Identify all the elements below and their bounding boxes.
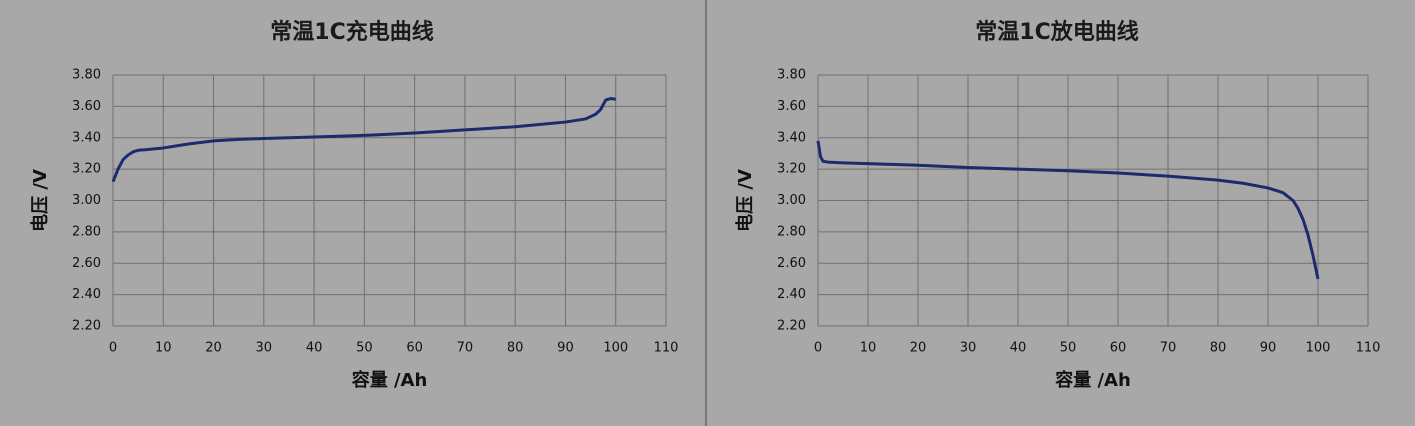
x-tick-label: 30 [960, 341, 977, 356]
x-tick-label: 80 [507, 341, 524, 356]
x-tick-label: 110 [654, 341, 679, 356]
y-tick-label: 3.60 [72, 99, 101, 114]
y-tick-label: 3.80 [777, 68, 806, 83]
y-tick-label: 3.20 [72, 162, 101, 177]
x-tick-label: 10 [155, 341, 172, 356]
x-tick-label: 70 [1160, 341, 1177, 356]
data-line [111, 97, 616, 183]
x-tick-label: 90 [1260, 341, 1277, 356]
y-tick-label: 2.60 [777, 256, 806, 271]
x-tick-label: 40 [306, 341, 323, 356]
y-tick-label: 2.20 [72, 319, 101, 334]
x-tick-label: 20 [205, 341, 222, 356]
y-tick-label: 2.80 [72, 224, 101, 239]
y-axis-label: 电压 /V [29, 169, 51, 232]
y-tick-label: 3.00 [777, 193, 806, 208]
x-tick-label: 90 [557, 341, 574, 356]
x-tick-label: 40 [1010, 341, 1027, 356]
x-tick-label: 20 [910, 341, 927, 356]
y-tick-label: 2.60 [72, 256, 101, 271]
x-tick-label: 0 [109, 341, 117, 356]
x-tick-label: 50 [356, 341, 373, 356]
y-tick-label: 3.80 [72, 68, 101, 83]
chart-title: 常温1C充电曲线 [270, 19, 433, 45]
y-tick-label: 2.80 [777, 224, 806, 239]
x-tick-label: 80 [1210, 341, 1227, 356]
x-axis-label: 容量 /Ah [1055, 369, 1131, 391]
x-tick-label: 70 [457, 341, 474, 356]
y-tick-label: 3.60 [777, 99, 806, 114]
x-tick-label: 50 [1060, 341, 1077, 356]
y-tick-label: 2.20 [777, 319, 806, 334]
x-tick-label: 100 [603, 341, 628, 356]
chart-title: 常温1C放电曲线 [975, 19, 1138, 45]
data-line [816, 140, 1320, 280]
y-tick-label: 2.40 [72, 287, 101, 302]
x-tick-label: 60 [406, 341, 423, 356]
y-tick-label: 3.40 [777, 130, 806, 145]
y-tick-label: 2.40 [777, 287, 806, 302]
y-tick-label: 3.20 [777, 162, 806, 177]
x-tick-label: 0 [814, 341, 822, 356]
x-tick-label: 30 [256, 341, 273, 356]
y-tick-label: 3.40 [72, 130, 101, 145]
x-axis-label: 容量 /Ah [352, 369, 428, 391]
y-axis-label: 电压 /V [734, 169, 756, 232]
x-tick-label: 60 [1110, 341, 1127, 356]
x-tick-label: 100 [1306, 341, 1331, 356]
x-tick-label: 10 [860, 341, 877, 356]
x-tick-label: 110 [1356, 341, 1381, 356]
y-tick-label: 3.00 [72, 193, 101, 208]
